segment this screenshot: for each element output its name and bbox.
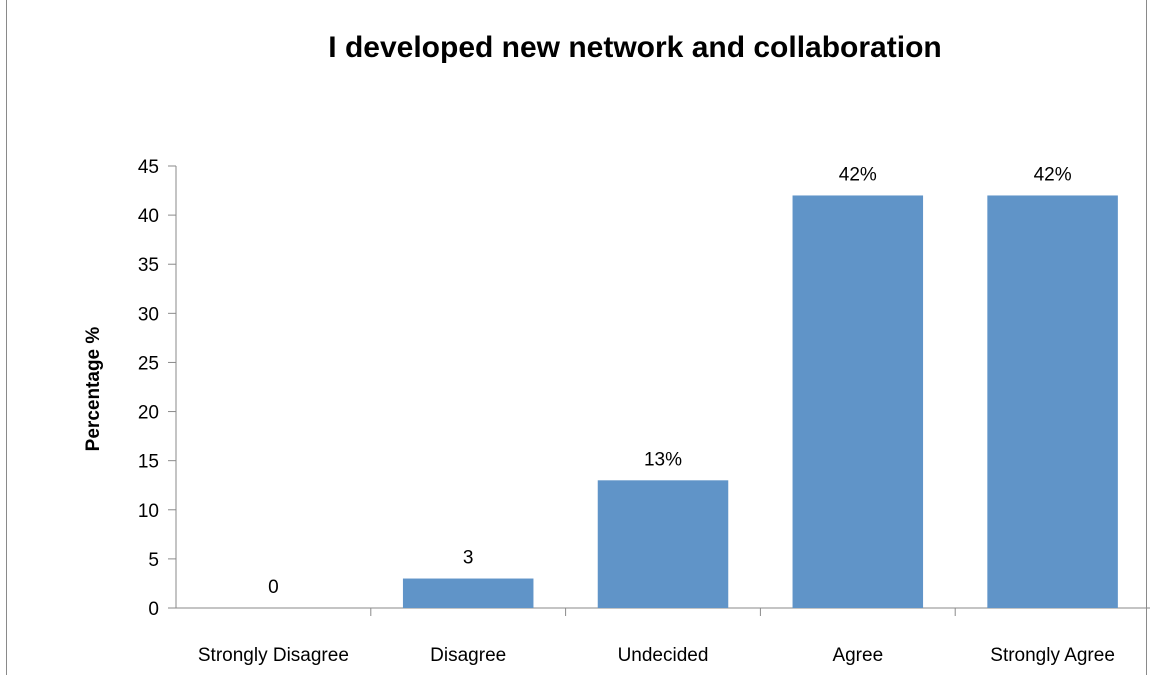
chart-frame <box>6 0 1147 675</box>
category-label-3: Agree <box>832 645 883 666</box>
bar-4 <box>987 195 1118 608</box>
category-label-1: Disagree <box>430 645 506 666</box>
y-tick-label-1: 5 <box>148 550 159 571</box>
bar-2 <box>597 480 729 608</box>
data-label-4: 42% <box>1034 164 1072 185</box>
y-tick-label-5: 25 <box>138 353 159 374</box>
y-tick-label-4: 20 <box>138 403 159 424</box>
bar-3 <box>792 195 924 608</box>
bars <box>402 195 1118 608</box>
y-tick-label-6: 30 <box>138 304 159 325</box>
labels: Strongly Disagree 0 Disagree 3 Undecided 13% A… <box>198 164 1115 666</box>
data-label-3: 42% <box>839 164 877 185</box>
y-tick-label-3: 15 <box>138 452 159 473</box>
y-tick-label-0: 0 <box>148 599 159 620</box>
data-label-2: 13% <box>644 449 682 470</box>
data-label-1: 3 <box>463 548 474 569</box>
y-tick-label-7: 35 <box>138 255 159 276</box>
y-tick-label-8: 40 <box>138 206 159 227</box>
chart-title: I developed new network and collaboratio… <box>328 31 941 64</box>
data-label-0: 0 <box>268 577 279 598</box>
y-tick-label-2: 10 <box>138 501 159 522</box>
category-label-0: Strongly Disagree <box>198 645 349 666</box>
bar-1 <box>402 578 534 608</box>
category-label-2: Undecided <box>618 645 709 666</box>
y-tick-label-9: 45 <box>138 157 159 178</box>
y-axis-label: Percentage % <box>83 327 104 452</box>
category-label-4: Strongly Agree <box>990 645 1115 666</box>
